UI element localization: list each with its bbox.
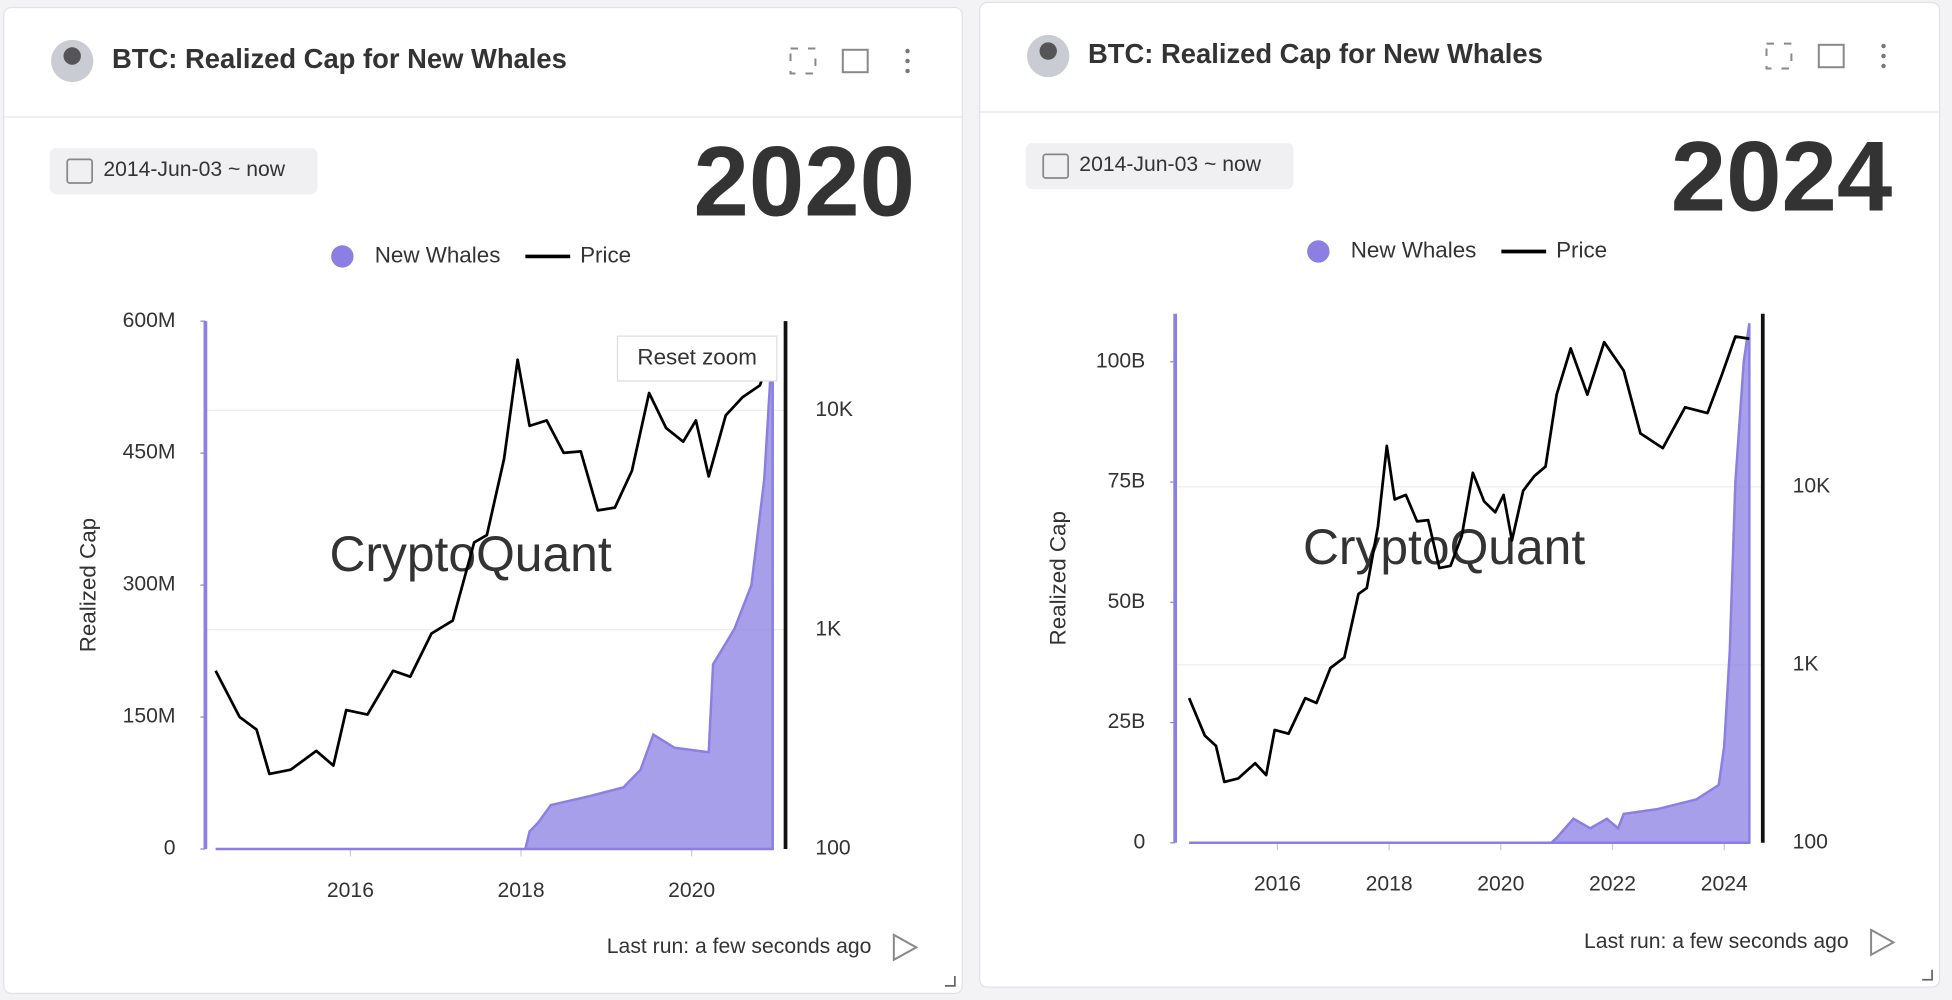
date-range: 2014-Jun-03 ~ now bbox=[103, 158, 285, 181]
footer: Last run: a few seconds ago bbox=[607, 935, 872, 958]
date-chip[interactable] bbox=[1025, 143, 1294, 190]
y-axis-label: Realized Cap bbox=[76, 518, 101, 652]
y2-tick-label: 10K bbox=[815, 398, 853, 421]
y-axis-label: Realized Cap bbox=[1045, 511, 1070, 645]
price-line bbox=[1187, 335, 1750, 784]
y-tick-label: 150M bbox=[123, 705, 176, 728]
menu-dot[interactable] bbox=[905, 48, 910, 54]
console-icon[interactable] bbox=[1817, 43, 1845, 69]
menu-dot[interactable] bbox=[1881, 63, 1886, 69]
x-tick-label: 2022 bbox=[1589, 873, 1636, 896]
date-range: 2014-Jun-03 ~ now bbox=[1079, 153, 1261, 176]
reset-zoom-label[interactable]: Reset zoom bbox=[637, 344, 756, 369]
y-tick-label: 75B bbox=[1108, 470, 1146, 493]
y2-tick-label: 10K bbox=[1793, 474, 1831, 497]
reset-zoom-button[interactable] bbox=[616, 335, 778, 382]
fullscreen-icon[interactable] bbox=[1765, 42, 1793, 70]
calendar-icon bbox=[1042, 153, 1069, 179]
y2-tick-label: 1K bbox=[1793, 652, 1819, 675]
y-tick-label: 300M bbox=[123, 573, 176, 596]
resize-handle bbox=[944, 975, 956, 987]
avatar-head bbox=[1039, 42, 1057, 60]
card-title: BTC: Realized Cap for New Whales bbox=[112, 43, 567, 74]
x-tick-label: 2016 bbox=[327, 879, 374, 902]
legend-label[interactable]: Price bbox=[580, 242, 631, 267]
card bbox=[979, 1, 1941, 988]
legend-swatch bbox=[1307, 240, 1330, 263]
x-tick-label: 2020 bbox=[1477, 873, 1524, 896]
date-chip[interactable] bbox=[49, 148, 318, 195]
run-button[interactable] bbox=[892, 933, 919, 962]
y-tick-label: 50B bbox=[1108, 590, 1146, 613]
area bbox=[215, 338, 774, 851]
y-tick-label: 100B bbox=[1096, 349, 1145, 372]
legend-label[interactable]: New Whales bbox=[1351, 237, 1477, 262]
avatar-head bbox=[63, 47, 81, 65]
year-annotation: 2024 bbox=[1671, 122, 1893, 233]
menu-dot[interactable] bbox=[1881, 53, 1886, 59]
y-tick-label: 25B bbox=[1108, 710, 1146, 733]
legend-swatch bbox=[331, 245, 354, 268]
legend-label[interactable]: New Whales bbox=[375, 242, 501, 267]
area bbox=[1189, 323, 1751, 845]
footer: Last run: a few seconds ago bbox=[1584, 930, 1849, 953]
x-tick-label: 2018 bbox=[1366, 873, 1413, 896]
console-icon[interactable] bbox=[841, 48, 869, 74]
calendar-icon bbox=[66, 158, 93, 184]
menu-dot[interactable] bbox=[1881, 43, 1886, 49]
fullscreen-icon[interactable] bbox=[789, 47, 817, 75]
y-tick-label: 0 bbox=[164, 837, 176, 860]
x-tick-label: 2020 bbox=[668, 879, 715, 902]
y-tick-label: 600M bbox=[123, 309, 176, 332]
menu-dot[interactable] bbox=[905, 58, 910, 64]
card-title: BTC: Realized Cap for New Whales bbox=[1088, 38, 1543, 69]
resize-handle bbox=[1922, 969, 1933, 981]
legend-label[interactable]: Price bbox=[1556, 237, 1607, 262]
y2-tick-label: 100 bbox=[1793, 830, 1828, 853]
x-tick-label: 2018 bbox=[498, 879, 545, 902]
y2-tick-label: 100 bbox=[815, 837, 850, 860]
x-tick-label: 2016 bbox=[1254, 873, 1301, 896]
run-button[interactable] bbox=[1870, 928, 1896, 957]
x-tick-label: 2024 bbox=[1701, 873, 1748, 896]
year-annotation: 2020 bbox=[693, 127, 915, 238]
y-tick-label: 450M bbox=[123, 441, 176, 464]
price-line bbox=[214, 348, 774, 776]
y-tick-label: 0 bbox=[1134, 830, 1146, 853]
menu-dot[interactable] bbox=[905, 68, 910, 74]
y2-tick-label: 1K bbox=[815, 617, 841, 640]
